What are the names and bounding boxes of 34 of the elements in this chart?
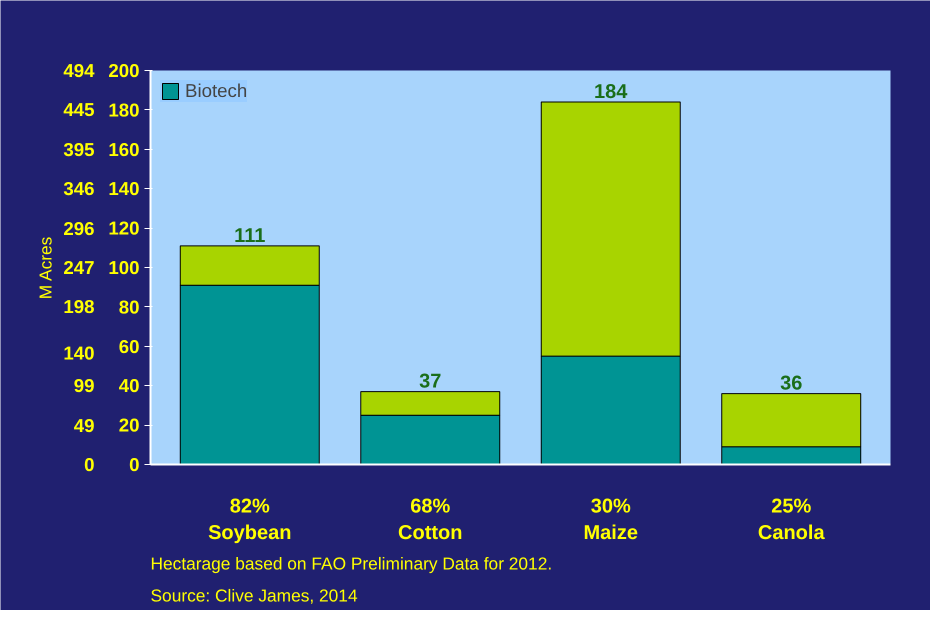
x-tick-label: 30% Maize: [584, 496, 638, 544]
x-tick-label: 82% Soybean: [208, 496, 292, 544]
y-tick-label: 140: [108, 178, 140, 200]
y2-tick-label: 198: [63, 296, 95, 318]
total-label: 111: [234, 224, 266, 247]
y2-tick-label: 0: [84, 454, 95, 475]
y2-axis-title: M Acres: [35, 236, 56, 300]
source-note: Source: Clive James, 2014: [150, 586, 358, 606]
text: Hectarage based on FAO Preliminary Data for 2012.: [150, 554, 552, 574]
legend-label: Biotech: [185, 80, 248, 102]
total-label: 36: [780, 372, 802, 395]
y2-tick-label: 395: [63, 138, 95, 160]
y2-tick-label: 99: [74, 375, 95, 396]
y-tick-label: 0: [129, 454, 140, 475]
y2-tick-label: 247: [63, 257, 95, 278]
y2-tick-label: 296: [63, 218, 95, 239]
x-tick-label: 25% Canola: [758, 496, 826, 544]
y-tick-label: 100: [108, 257, 140, 278]
y2-tick-label: 494: [63, 60, 96, 81]
y2-tick-label: 140: [63, 342, 95, 364]
total-label: 184: [594, 81, 628, 104]
y-tick-label: 180: [108, 99, 140, 120]
x-tick-label: 68% Cotton: [398, 496, 462, 544]
y2-tick-label: 346: [63, 178, 95, 200]
y2-tick-label: 49: [74, 414, 95, 436]
total-label: 37: [419, 370, 442, 393]
y2-tick-label: 445: [63, 99, 95, 120]
y-tick-label: 60: [118, 336, 140, 357]
y-tick-label: 200: [108, 60, 140, 81]
y-tick-label: 160: [108, 138, 140, 160]
y-tick-label: 20: [118, 414, 140, 436]
y-tick-label: 80: [118, 296, 140, 318]
y-tick-label: 120: [108, 218, 140, 239]
y-tick-label: 40: [118, 375, 140, 396]
